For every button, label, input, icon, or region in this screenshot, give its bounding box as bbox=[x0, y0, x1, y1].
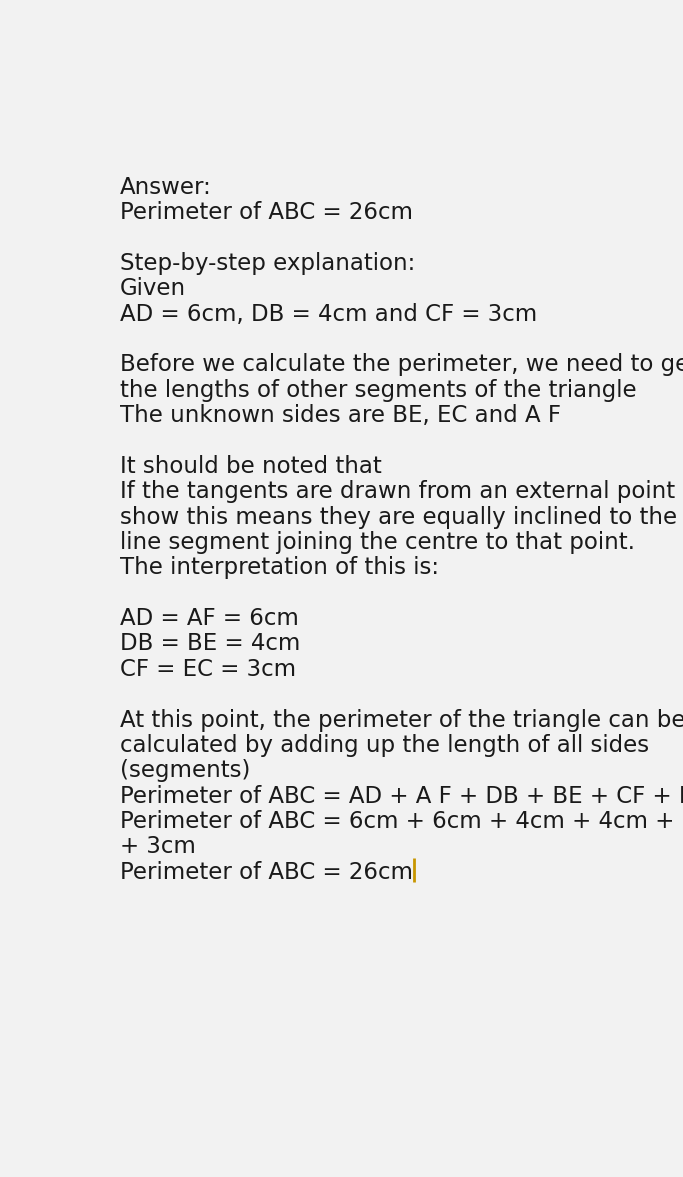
Text: It should be noted that: It should be noted that bbox=[120, 454, 382, 478]
Text: AD = AF = 6cm: AD = AF = 6cm bbox=[120, 607, 298, 630]
Text: At this point, the perimeter of the triangle can be: At this point, the perimeter of the tria… bbox=[120, 709, 683, 732]
Text: Step-by-step explanation:: Step-by-step explanation: bbox=[120, 252, 415, 274]
Text: calculated by adding up the length of all sides: calculated by adding up the length of al… bbox=[120, 734, 649, 757]
Text: AD = 6cm, DB = 4cm and CF = 3cm: AD = 6cm, DB = 4cm and CF = 3cm bbox=[120, 302, 537, 326]
Text: (segments): (segments) bbox=[120, 759, 250, 783]
Text: Perimeter of ABC = 26cm: Perimeter of ABC = 26cm bbox=[120, 860, 413, 884]
Text: CF = EC = 3cm: CF = EC = 3cm bbox=[120, 658, 296, 680]
Text: Perimeter of ABC = 6cm + 6cm + 4cm + 4cm + 3cm: Perimeter of ABC = 6cm + 6cm + 4cm + 4cm… bbox=[120, 810, 683, 833]
Text: the lengths of other segments of the triangle: the lengths of other segments of the tri… bbox=[120, 379, 637, 401]
Text: Perimeter of ABC = AD + A F + DB + BE + CF + EC: Perimeter of ABC = AD + A F + DB + BE + … bbox=[120, 785, 683, 807]
Text: Answer:: Answer: bbox=[120, 175, 212, 199]
Text: show this means they are equally inclined to the: show this means they are equally incline… bbox=[120, 506, 677, 528]
Text: If the tangents are drawn from an external point: If the tangents are drawn from an extern… bbox=[120, 480, 675, 504]
Text: + 3cm: + 3cm bbox=[120, 836, 195, 858]
Text: Before we calculate the perimeter, we need to get: Before we calculate the perimeter, we ne… bbox=[120, 353, 683, 377]
Text: line segment joining the centre to that point.: line segment joining the centre to that … bbox=[120, 531, 635, 554]
Text: The unknown sides are BE, EC and A F: The unknown sides are BE, EC and A F bbox=[120, 404, 561, 427]
Text: DB = BE = 4cm: DB = BE = 4cm bbox=[120, 632, 300, 656]
Text: Perimeter of ABC = 26cm: Perimeter of ABC = 26cm bbox=[120, 201, 413, 224]
Text: The interpretation of this is:: The interpretation of this is: bbox=[120, 557, 438, 579]
Text: Given: Given bbox=[120, 278, 186, 300]
